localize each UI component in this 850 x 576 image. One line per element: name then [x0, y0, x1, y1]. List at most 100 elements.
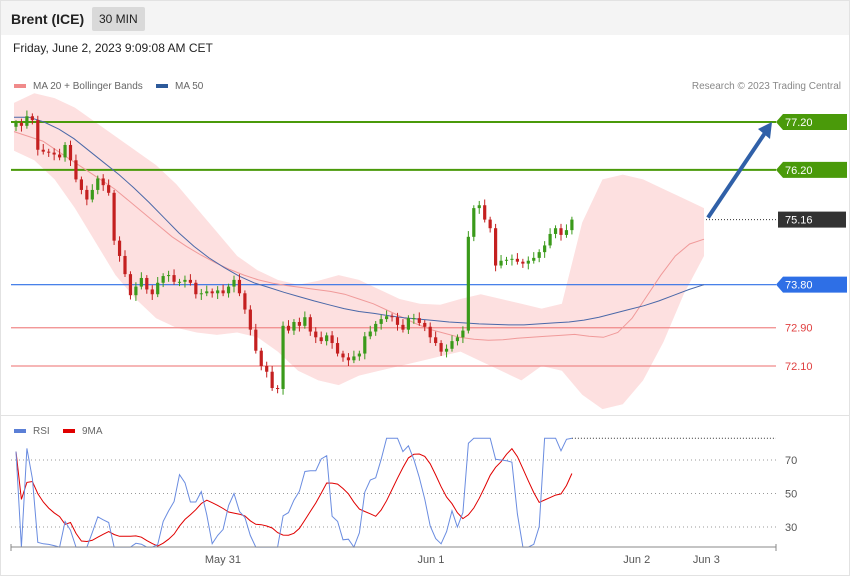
- candle: [363, 332, 367, 360]
- candle-body-down: [41, 149, 45, 152]
- time-tick-label: Jun 3: [693, 554, 720, 566]
- candlesticks: [14, 110, 574, 395]
- candle: [74, 154, 78, 183]
- candle-body-up: [374, 323, 378, 332]
- candle: [335, 337, 340, 357]
- candle: [172, 269, 176, 285]
- rsi-tick-50: 50: [785, 489, 797, 501]
- candle-body-up: [564, 230, 569, 235]
- candle-body-up: [532, 257, 536, 261]
- rsi-tick-30: 30: [785, 522, 797, 534]
- candle: [226, 283, 231, 298]
- candle: [183, 275, 187, 288]
- candle: [270, 366, 274, 391]
- candle: [63, 142, 67, 162]
- candle-body-down: [395, 317, 400, 325]
- legend-label-9ma: 9MA: [82, 426, 103, 437]
- candle: [297, 317, 301, 332]
- candle-body-down: [107, 185, 111, 193]
- candle: [199, 288, 203, 300]
- moving-averages: [13, 116, 705, 341]
- candle: [90, 184, 94, 203]
- candle: [112, 189, 116, 245]
- candle-body-down: [58, 154, 62, 158]
- legend-label-ma20: MA 20 + Bollinger Bands: [33, 81, 143, 92]
- candle: [237, 274, 242, 297]
- candle-body-down: [270, 371, 274, 389]
- candle: [499, 255, 503, 269]
- candle: [47, 148, 51, 157]
- candle-body-up: [461, 330, 465, 338]
- candle: [346, 353, 351, 366]
- candle: [559, 223, 563, 241]
- candle-body-down: [85, 189, 89, 200]
- candle: [161, 273, 165, 288]
- candle: [232, 275, 236, 293]
- candle: [25, 110, 29, 129]
- candle-body-down: [439, 343, 443, 352]
- legend-swatch-rsi: [14, 429, 26, 434]
- candle-body-up: [510, 258, 514, 260]
- timeframe-button[interactable]: 30 MIN: [92, 7, 145, 31]
- candle: [265, 361, 269, 378]
- candle-body-up: [526, 260, 530, 264]
- candle: [123, 250, 127, 278]
- candle: [385, 310, 389, 322]
- candle-body-up: [199, 293, 203, 295]
- candle: [308, 314, 312, 336]
- candle-body-down: [259, 350, 263, 366]
- candle: [286, 320, 291, 334]
- candle: [96, 175, 100, 195]
- candle-body-up: [232, 279, 236, 287]
- candle-body-up: [183, 279, 187, 282]
- candle-body-down: [390, 316, 394, 318]
- candle: [532, 252, 536, 264]
- candle-body-up: [406, 318, 410, 330]
- candle: [30, 113, 34, 125]
- candle-body-down: [314, 331, 318, 338]
- candle: [444, 344, 449, 358]
- candle-body-up: [385, 316, 389, 320]
- candle-body-up: [363, 336, 367, 354]
- candle: [455, 334, 460, 346]
- candle-body-up: [90, 189, 94, 200]
- candle-body-down: [494, 228, 498, 266]
- pivot-label-73.80: 73.80: [785, 280, 813, 292]
- resistance-tag-77.20: [776, 114, 847, 130]
- candle: [494, 223, 498, 272]
- candle-body-down: [145, 277, 149, 290]
- candle-body-up: [139, 277, 143, 287]
- rsi-panel: 70 50 30: [11, 437, 797, 549]
- candle-body-up: [450, 341, 454, 349]
- candle-body-down: [330, 335, 334, 344]
- candle-body-up: [167, 275, 171, 277]
- candle: [314, 327, 318, 344]
- time-tick-label: Jun 1: [418, 554, 445, 566]
- candle: [504, 256, 509, 266]
- candle: [379, 314, 383, 330]
- candle: [488, 216, 492, 233]
- candle-body-up: [444, 348, 449, 352]
- candle-body-down: [483, 205, 487, 220]
- candle-body-up: [499, 260, 503, 266]
- candle: [248, 305, 252, 336]
- candle-body-down: [128, 274, 133, 296]
- candle-body-up: [14, 122, 18, 127]
- candle-body-down: [237, 279, 242, 294]
- candle: [292, 319, 296, 335]
- candle-body-down: [401, 324, 405, 330]
- candle-body-up: [477, 205, 481, 209]
- candle: [564, 224, 569, 238]
- chart-header: Brent (ICE) 30 MIN: [1, 1, 849, 35]
- candle: [134, 282, 138, 301]
- candle-body-down: [434, 337, 438, 344]
- candle: [167, 270, 171, 282]
- candle-body-up: [455, 337, 460, 342]
- candle-body-down: [254, 329, 258, 351]
- research-credit: Research © 2023 Trading Central: [691, 81, 841, 92]
- candle-body-up: [537, 252, 541, 258]
- candle-body-up: [570, 219, 574, 231]
- candle-body-up: [504, 259, 509, 261]
- candle-body-down: [79, 179, 83, 190]
